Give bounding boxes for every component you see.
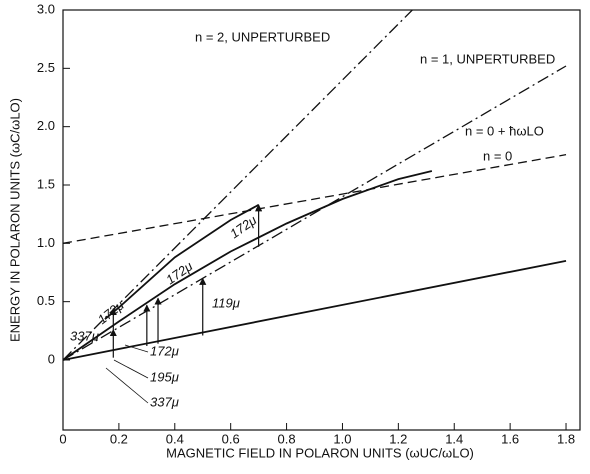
leader-line <box>105 367 149 404</box>
y-tick-label: 3.0 <box>37 1 55 16</box>
leader-line <box>124 344 149 353</box>
x-tick-label: 1.2 <box>389 431 407 446</box>
plot-frame <box>62 9 581 431</box>
transition-label: 119μ <box>212 295 240 310</box>
y-tick-label: 2.5 <box>37 60 55 75</box>
transition-label: 337μ <box>70 328 99 343</box>
leader-line <box>113 359 149 379</box>
y-tick-label: 2.0 <box>37 118 55 133</box>
y-tick-label: 1.5 <box>37 176 55 191</box>
series-label: n = 0 + ħωLO <box>465 123 544 138</box>
x-tick-label: 0.6 <box>222 431 240 446</box>
x-tick-label: 1.8 <box>557 431 575 446</box>
series-label: n = 1, UNPERTURBED <box>420 51 555 66</box>
x-tick-label: 1.4 <box>445 431 463 446</box>
series-line <box>63 170 433 361</box>
y-tick-label: 0.5 <box>37 293 55 308</box>
x-axis-title: MAGNETIC FIELD IN POLARON UNITS (ωUC/ωLO… <box>166 445 474 460</box>
transition-label: 337μ <box>150 394 179 409</box>
x-tick-label: 1.0 <box>333 431 351 446</box>
transition-label: 172μ <box>95 298 127 328</box>
y-axis-title: ENERGY IN POLARON UNITS (ωC/ωLO) <box>7 98 22 342</box>
y-tick-label: 1.0 <box>37 235 55 250</box>
transition-label: 172μ <box>227 212 259 241</box>
series-line <box>63 65 567 361</box>
x-tick-label: 0 <box>59 431 66 446</box>
series-line <box>63 10 413 361</box>
x-tick-label: 0.2 <box>110 431 128 446</box>
series-label: n = 0 <box>483 148 512 163</box>
x-tick-label: 0.8 <box>278 431 296 446</box>
x-tick-label: 0.4 <box>166 431 184 446</box>
transition-label: 195μ <box>150 369 179 384</box>
series-line <box>63 259 567 361</box>
series-line <box>63 154 567 244</box>
series-label: n = 2, UNPERTURBED <box>195 29 330 44</box>
transition-label: 172μ <box>150 343 179 358</box>
x-tick-label: 1.6 <box>501 431 519 446</box>
y-tick-label: 0 <box>48 351 55 366</box>
